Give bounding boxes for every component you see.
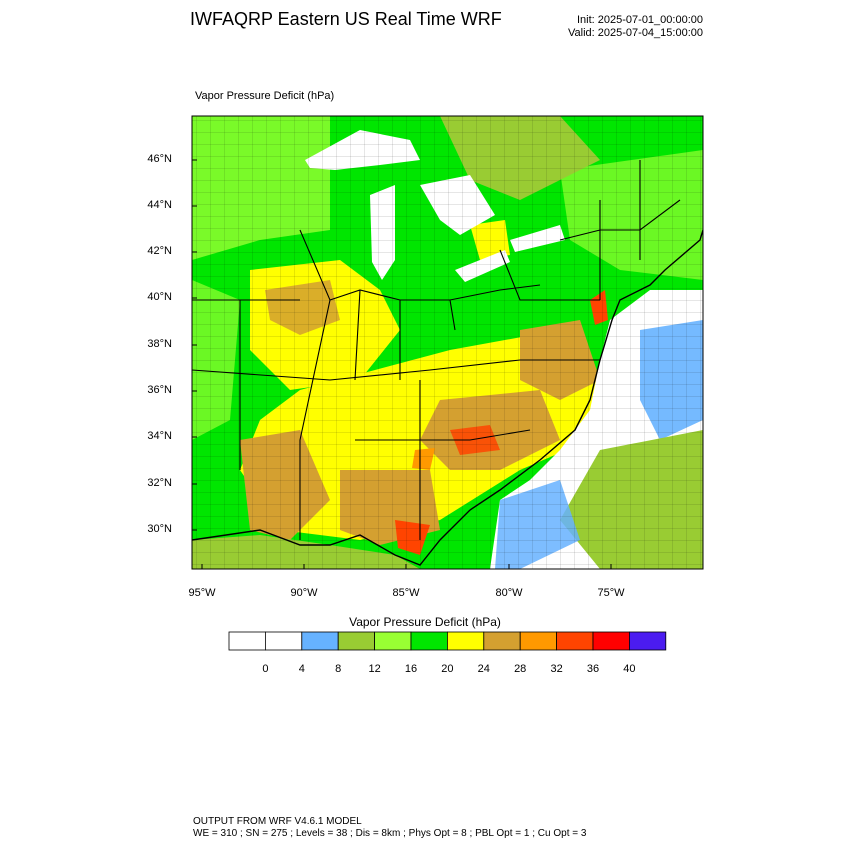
colorbar-swatch [629,631,667,651]
colorbar-swatch [301,631,339,651]
colorbar-tick-label: 36 [586,663,600,675]
timestamp-info: Init: 2025-07-01_00:00:00 Valid: 2025-07… [568,14,703,40]
lon-label-80: 80°W [495,587,523,599]
lon-label-95: 95°W [188,587,216,599]
colorbar [228,631,667,651]
colorbar-title: Vapor Pressure Deficit (hPa) [349,615,501,629]
colorbar-tick-label: 16 [404,663,418,675]
lat-label-36: 36°N [147,384,172,396]
model-footer: OUTPUT FROM WRF V4.6.1 MODEL WE = 310 ; … [193,816,586,840]
colorbar-swatch [592,631,630,651]
lat-label-32: 32°N [147,477,172,489]
colorbar-swatch [374,631,412,651]
init-time: Init: 2025-07-01_00:00:00 [577,14,703,26]
lat-label-44: 44°N [147,199,172,211]
chart-title: IWFAQRP Eastern US Real Time WRF [190,9,502,29]
coastline [192,229,703,566]
colorbar-swatch [519,631,558,651]
colorbar-tick-label: 12 [368,663,381,675]
footer-params-line: WE = 310 ; SN = 275 ; Levels = 38 ; Dis … [193,828,587,839]
colorbar-tick-label: 4 [298,663,305,675]
lon-ticks [201,564,612,569]
colorbar-swatch [410,631,448,651]
lat-label-46: 46°N [147,153,172,165]
lat-label-30: 30°N [147,523,172,535]
colorbar-tick-label: 0 [262,663,269,675]
lon-label-90: 90°W [290,587,318,599]
colorbar-tick-label: 40 [623,663,636,675]
map-frame [191,115,704,570]
lon-label-75: 75°W [597,587,625,599]
footer-model-line: OUTPUT FROM WRF V4.6.1 MODEL [193,816,362,827]
lon-label-85: 85°W [392,587,420,599]
lat-label-38: 38°N [147,338,172,350]
state-borders [192,160,681,540]
colorbar-swatch [337,631,376,651]
colorbar-swatch [228,631,266,651]
colorbar-tick-label: 20 [441,663,454,675]
lat-label-34: 34°N [147,430,172,442]
lat-label-40: 40°N [147,291,172,303]
county-lines [192,116,703,569]
lat-ticks [192,159,197,531]
colorbar-swatch [556,631,594,651]
map-field [192,116,703,569]
colorbar-tick-label: 24 [477,663,490,675]
colorbar-tick-label: 8 [335,663,342,675]
plot-field-label: Vapor Pressure Deficit (hPa) [195,90,335,102]
colorbar-tick-label: 32 [550,663,563,675]
colorbar-swatch [264,631,303,651]
valid-time: Valid: 2025-07-04_15:00:00 [568,27,703,39]
lat-label-42: 42°N [147,245,172,257]
colorbar-swatch [446,631,485,651]
colorbar-tick-label: 28 [514,663,527,675]
colorbar-swatch [483,631,521,651]
